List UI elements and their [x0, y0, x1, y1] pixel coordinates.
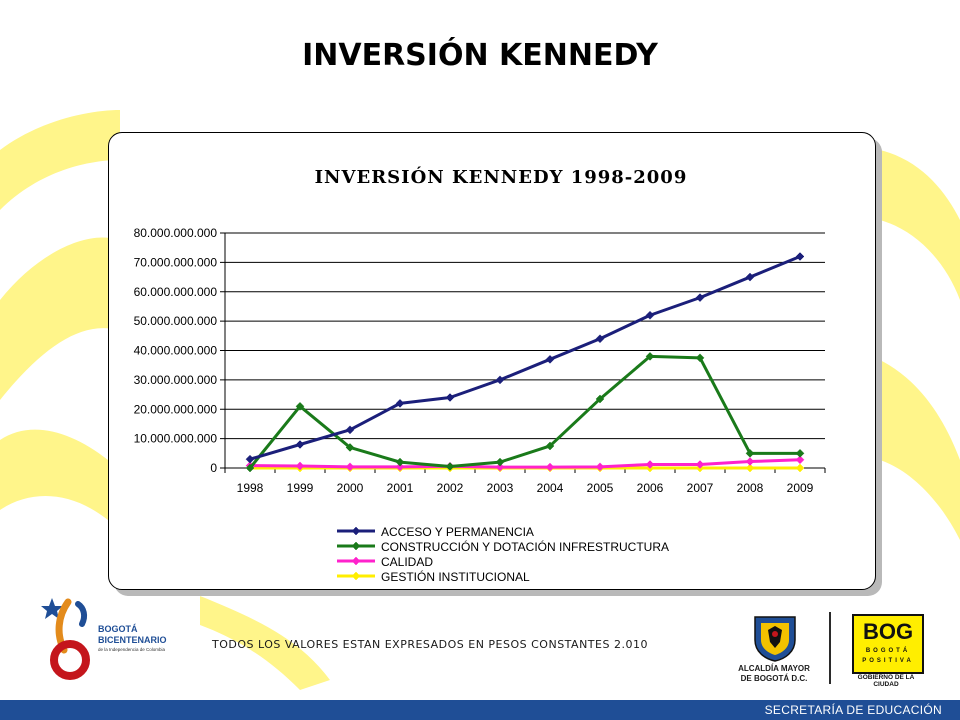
data-point [745, 448, 755, 458]
data-point [595, 394, 605, 404]
legend-label: CALIDAD [381, 555, 433, 569]
y-tick-label: 50.000.000.000 [134, 314, 218, 328]
bog-main-text: BOG [862, 619, 914, 644]
data-point [245, 463, 255, 473]
data-point [445, 393, 455, 402]
logo-divider [829, 612, 831, 684]
x-tick-label: 1999 [287, 481, 314, 495]
footnote: TODOS LOS VALORES ESTAN EXPRESADOS EN PE… [212, 638, 648, 651]
data-point [295, 440, 305, 449]
data-point [545, 462, 555, 472]
bicentenario-line3: de la Independencia de Colombia [98, 647, 166, 652]
legend-label: GESTIÓN INSTITUCIONAL [381, 569, 530, 584]
legend-marker [351, 571, 361, 581]
data-point [395, 399, 405, 408]
y-tick-label: 20.000.000.000 [134, 402, 218, 416]
legend-label: CONSTRUCCIÓN Y DOTACIÓN INFRESTRUCTURA [381, 539, 669, 554]
y-tick-label: 80.000.000.000 [134, 226, 218, 240]
data-point [645, 310, 655, 320]
bog-line2: POSITIVA [862, 658, 914, 664]
data-point [645, 460, 655, 469]
legend-marker [351, 541, 361, 551]
chart-frame: INVERSIÓN KENNEDY 1998-2009 0 10.000.000.… [108, 132, 876, 590]
data-point [495, 457, 505, 467]
legend-marker [351, 556, 361, 566]
data-point [595, 334, 605, 344]
alcaldia-label: ALCALDÍA MAYOR DE BOGOTÁ D.C. [728, 664, 820, 684]
chart-title: INVERSIÓN KENNEDY 1998-2009 [315, 165, 688, 188]
data-point [245, 454, 255, 464]
bottom-bar: SECRETARÍA DE EDUCACIÓN [0, 700, 960, 720]
data-point [645, 352, 655, 361]
data-point [695, 460, 705, 469]
x-tick-label: 2005 [587, 481, 614, 495]
x-tick-label: 2000 [337, 481, 364, 495]
legend-marker [351, 526, 361, 536]
data-point [795, 455, 805, 465]
bicentenario-line2: BICENTENARIO [98, 635, 167, 645]
series-line [249, 458, 801, 469]
data-point [395, 462, 405, 472]
data-point [545, 354, 555, 364]
bicentenario-line1: BOGOTÁ [98, 624, 138, 634]
data-point [695, 293, 705, 302]
data-point [795, 448, 805, 458]
y-tick-label: 0 [210, 461, 217, 475]
x-tick-label: 2004 [537, 481, 564, 495]
y-tick-label: 30.000.000.000 [134, 373, 218, 387]
data-point [345, 462, 355, 472]
coat-of-arms-icon [754, 616, 796, 662]
bottom-bar-label: SECRETARÍA DE EDUCACIÓN [764, 703, 942, 717]
data-point [745, 463, 755, 473]
data-point [495, 462, 505, 472]
x-tick-label: 2001 [387, 481, 414, 495]
data-point [345, 425, 355, 435]
x-tick-label: 2002 [437, 481, 464, 495]
data-point [345, 443, 355, 452]
data-point [445, 462, 455, 471]
bog-line1: BOGOTÁ [865, 648, 911, 654]
bogota-positiva-logo: BOG BOGOTÁ POSITIVA [852, 614, 924, 674]
data-point [595, 462, 605, 472]
alcaldia-line2: DE BOGOTÁ D.C. [740, 674, 808, 683]
data-point [545, 441, 555, 451]
legend-label: ACCESO Y PERMANENCIA [381, 525, 534, 539]
data-point [495, 375, 505, 385]
alcaldia-line1: ALCALDÍA MAYOR [738, 664, 810, 673]
y-tick-label: 40.000.000.000 [134, 344, 218, 358]
y-tick-label: 70.000.000.000 [134, 255, 218, 269]
bicentenario-logo: BOGOTÁ BICENTENARIO de la Independencia … [41, 598, 167, 680]
gobierno-label: GOBIERNO DE LA CIUDAD [857, 674, 915, 688]
data-point [795, 463, 805, 473]
x-tick-label: 1998 [237, 481, 264, 495]
x-tick-label: 2008 [737, 481, 764, 495]
y-tick-label: 10.000.000.000 [134, 432, 218, 446]
data-point [745, 457, 755, 466]
data-point [745, 272, 755, 282]
y-tick-label: 60.000.000.000 [134, 285, 218, 299]
data-point [695, 353, 705, 363]
slide-title: INVERSIÓN KENNEDY [302, 38, 658, 73]
data-point [295, 401, 305, 411]
series-line [249, 255, 801, 461]
data-point [295, 461, 305, 471]
x-tick-label: 2006 [637, 481, 664, 495]
line-chart: INVERSIÓN KENNEDY 1998-2009 0 10.000.000.… [134, 165, 826, 584]
x-tick-label: 2009 [787, 481, 814, 495]
data-point [395, 457, 405, 467]
data-point [795, 252, 805, 261]
x-tick-label: 2007 [687, 481, 714, 495]
series-line [248, 354, 800, 469]
x-tick-label: 2003 [487, 481, 514, 495]
